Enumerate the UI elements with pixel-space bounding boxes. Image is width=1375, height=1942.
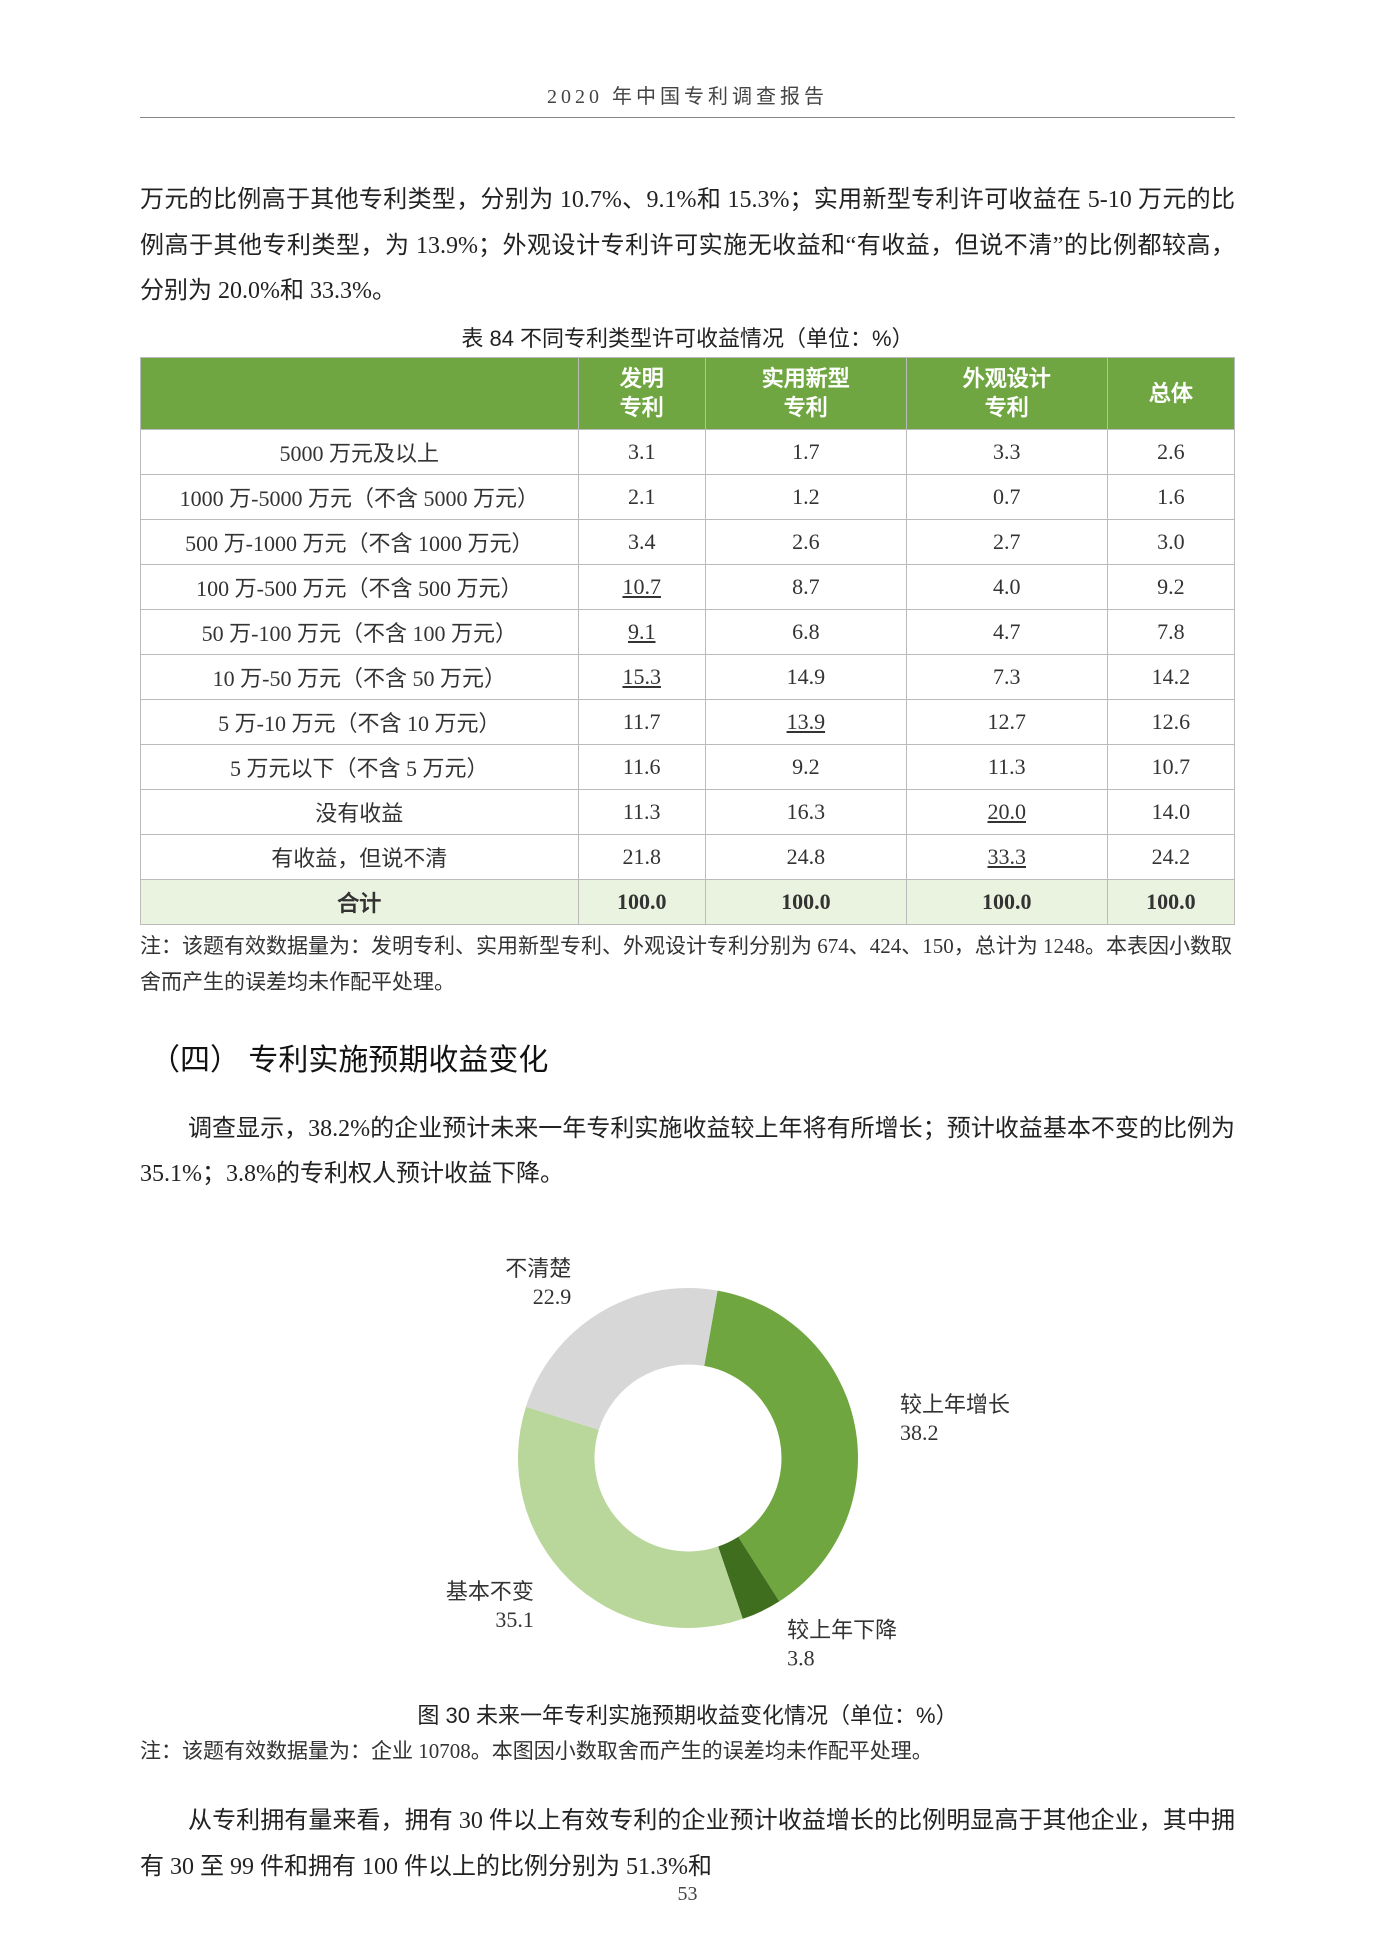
table-row: 5 万-10 万元（不含 10 万元）11.713.912.712.6 <box>141 700 1235 745</box>
table-note: 注：该题有效数据量为：发明专利、实用新型专利、外观设计专利分别为 674、424… <box>140 929 1235 1000</box>
data-cell: 14.0 <box>1107 790 1234 835</box>
data-cell: 9.2 <box>705 745 906 790</box>
donut-slice <box>518 1406 743 1627</box>
table-header-cell: 发明专利 <box>578 357 705 429</box>
table-header-cell: 总体 <box>1107 357 1234 429</box>
row-label: 5 万元以下（不含 5 万元） <box>141 745 579 790</box>
data-cell: 11.3 <box>906 745 1107 790</box>
data-cell: 3.1 <box>578 430 705 475</box>
data-cell: 12.6 <box>1107 700 1234 745</box>
row-label: 合计 <box>141 880 579 925</box>
table-row: 500 万-1000 万元（不含 1000 万元）3.42.62.73.0 <box>141 520 1235 565</box>
row-label: 1000 万-5000 万元（不含 5000 万元） <box>141 475 579 520</box>
data-cell: 10.7 <box>578 565 705 610</box>
data-cell: 2.7 <box>906 520 1107 565</box>
row-label: 10 万-50 万元（不含 50 万元） <box>141 655 579 700</box>
donut-label: 不清楚22.9 <box>505 1256 571 1309</box>
page: 2020 年中国专利调查报告 万元的比例高于其他专利类型，分别为 10.7%、9… <box>0 0 1375 1942</box>
data-cell: 2.1 <box>578 475 705 520</box>
data-cell: 13.9 <box>705 700 906 745</box>
paragraph-3: 从专利拥有量来看，拥有 30 件以上有效专利的企业预计收益增长的比例明显高于其他… <box>140 1799 1235 1890</box>
table-header-cell <box>141 357 579 429</box>
data-cell: 100.0 <box>1107 880 1234 925</box>
data-cell: 100.0 <box>578 880 705 925</box>
data-cell: 3.4 <box>578 520 705 565</box>
data-cell: 3.3 <box>906 430 1107 475</box>
table-caption: 表 84 不同专利类型许可收益情况（单位：%） <box>140 321 1235 353</box>
figure-caption: 图 30 未来一年专利实施预期收益变化情况（单位：%） <box>140 1698 1235 1730</box>
data-cell: 4.7 <box>906 610 1107 655</box>
data-cell: 0.7 <box>906 475 1107 520</box>
running-title: 2020 年中国专利调查报告 <box>140 80 1235 118</box>
table-row: 5000 万元及以上3.11.73.32.6 <box>141 430 1235 475</box>
data-cell: 1.6 <box>1107 475 1234 520</box>
data-cell: 20.0 <box>906 790 1107 835</box>
data-cell: 2.6 <box>705 520 906 565</box>
data-cell: 12.7 <box>906 700 1107 745</box>
donut-slice <box>525 1288 717 1430</box>
table-body: 5000 万元及以上3.11.73.32.61000 万-5000 万元（不含 … <box>141 430 1235 925</box>
data-cell: 24.2 <box>1107 835 1234 880</box>
data-cell: 6.8 <box>705 610 906 655</box>
data-cell: 24.8 <box>705 835 906 880</box>
donut-label: 较上年下降3.8 <box>787 1617 897 1670</box>
data-cell: 14.2 <box>1107 655 1234 700</box>
table-row: 没有收益11.316.320.014.0 <box>141 790 1235 835</box>
table-row: 有收益，但说不清21.824.833.324.2 <box>141 835 1235 880</box>
data-cell: 7.8 <box>1107 610 1234 655</box>
table-row: 50 万-100 万元（不含 100 万元）9.16.84.77.8 <box>141 610 1235 655</box>
row-label: 5000 万元及以上 <box>141 430 579 475</box>
data-cell: 11.6 <box>578 745 705 790</box>
data-cell: 11.3 <box>578 790 705 835</box>
data-cell: 100.0 <box>705 880 906 925</box>
data-cell: 1.7 <box>705 430 906 475</box>
data-cell: 11.7 <box>578 700 705 745</box>
donut-chart: 较上年增长38.2 较上年下降3.8 基本不变35.1 不清楚22.9 <box>328 1228 1048 1688</box>
donut-chart-wrap: 较上年增长38.2 较上年下降3.8 基本不变35.1 不清楚22.9 <box>140 1228 1235 1688</box>
row-label: 50 万-100 万元（不含 100 万元） <box>141 610 579 655</box>
row-label: 100 万-500 万元（不含 500 万元） <box>141 565 579 610</box>
data-cell: 1.2 <box>705 475 906 520</box>
data-cell: 3.0 <box>1107 520 1234 565</box>
row-label: 没有收益 <box>141 790 579 835</box>
table-row: 100 万-500 万元（不含 500 万元）10.78.74.09.2 <box>141 565 1235 610</box>
data-cell: 9.1 <box>578 610 705 655</box>
donut-label: 基本不变35.1 <box>445 1579 533 1632</box>
paragraph-1: 万元的比例高于其他专利类型，分别为 10.7%、9.1%和 15.3%；实用新型… <box>140 178 1235 315</box>
table-total-row: 合计100.0100.0100.0100.0 <box>141 880 1235 925</box>
data-cell: 8.7 <box>705 565 906 610</box>
data-cell: 33.3 <box>906 835 1107 880</box>
table-row: 1000 万-5000 万元（不含 5000 万元）2.11.20.71.6 <box>141 475 1235 520</box>
row-label: 5 万-10 万元（不含 10 万元） <box>141 700 579 745</box>
table-header-cell: 外观设计专利 <box>906 357 1107 429</box>
data-cell: 100.0 <box>906 880 1107 925</box>
row-label: 有收益，但说不清 <box>141 835 579 880</box>
table-row: 5 万元以下（不含 5 万元）11.69.211.310.7 <box>141 745 1235 790</box>
row-label: 500 万-1000 万元（不含 1000 万元） <box>141 520 579 565</box>
table-row: 10 万-50 万元（不含 50 万元）15.314.97.314.2 <box>141 655 1235 700</box>
data-cell: 10.7 <box>1107 745 1234 790</box>
data-cell: 2.6 <box>1107 430 1234 475</box>
table-header-cell: 实用新型专利 <box>705 357 906 429</box>
data-cell: 16.3 <box>705 790 906 835</box>
data-cell: 14.9 <box>705 655 906 700</box>
data-cell: 7.3 <box>906 655 1107 700</box>
figure-note: 注：该题有效数据量为：企业 10708。本图因小数取舍而产生的误差均未作配平处理… <box>140 1734 1235 1770</box>
data-cell: 21.8 <box>578 835 705 880</box>
page-number: 53 <box>0 1883 1375 1906</box>
section-heading: （四） 专利实施预期收益变化 <box>150 1035 1235 1079</box>
table-84: 发明专利实用新型专利外观设计专利总体 5000 万元及以上3.11.73.32.… <box>140 357 1235 925</box>
donut-label: 较上年增长38.2 <box>900 1392 1010 1445</box>
paragraph-2: 调查显示，38.2%的企业预计未来一年专利实施收益较上年将有所增长；预计收益基本… <box>140 1107 1235 1198</box>
data-cell: 9.2 <box>1107 565 1234 610</box>
table-header: 发明专利实用新型专利外观设计专利总体 <box>141 357 1235 429</box>
data-cell: 4.0 <box>906 565 1107 610</box>
data-cell: 15.3 <box>578 655 705 700</box>
